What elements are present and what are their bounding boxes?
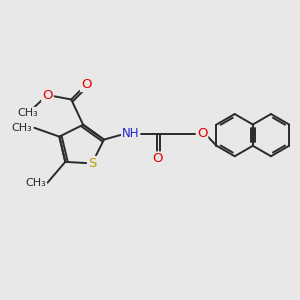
Text: O: O bbox=[42, 88, 53, 101]
Text: NH: NH bbox=[122, 127, 140, 140]
Text: O: O bbox=[197, 127, 207, 140]
Text: CH₃: CH₃ bbox=[18, 108, 38, 118]
Text: CH₃: CH₃ bbox=[12, 123, 33, 133]
Text: O: O bbox=[81, 78, 91, 91]
Text: O: O bbox=[152, 152, 163, 165]
Text: CH₃: CH₃ bbox=[25, 178, 46, 188]
Text: S: S bbox=[88, 157, 96, 170]
